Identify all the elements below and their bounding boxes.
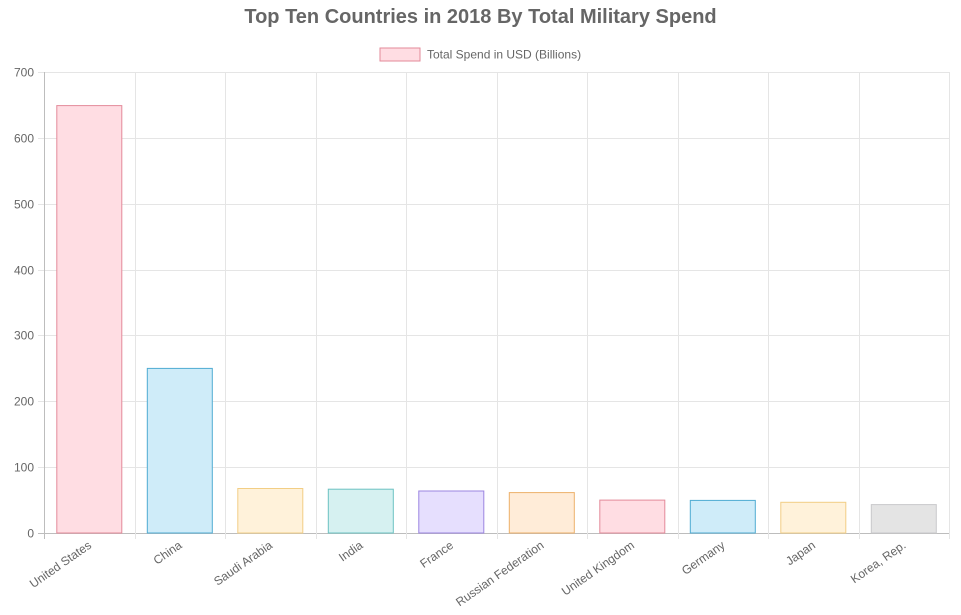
y-axis-ticks: 0 100 200 300 400 500 600 700 — [14, 66, 34, 541]
y-tick-label: 300 — [14, 329, 34, 343]
bar[interactable] — [689, 499, 756, 534]
x-tick-label: Russian Federation — [453, 538, 546, 609]
bar[interactable] — [780, 501, 847, 534]
bar[interactable] — [870, 504, 937, 534]
y-tick-label: 0 — [27, 527, 34, 541]
legend-swatch[interactable] — [379, 47, 421, 62]
bar[interactable] — [146, 367, 213, 534]
bars — [56, 105, 937, 534]
x-tick-label: Germany — [679, 538, 727, 578]
bar[interactable] — [418, 490, 485, 534]
y-tick-label: 200 — [14, 395, 34, 409]
x-tick-label: China — [151, 538, 185, 568]
legend[interactable]: Total Spend in USD (Billions) — [379, 47, 581, 62]
grid — [38, 72, 950, 539]
x-tick-label: India — [336, 538, 366, 565]
x-tick-label: Japan — [783, 538, 818, 568]
y-tick-label: 100 — [14, 461, 34, 475]
x-axis-ticks: United States China Saudi Arabia India Franc… — [27, 538, 909, 609]
y-tick-label: 500 — [14, 198, 34, 212]
y-tick-label: 700 — [14, 66, 34, 80]
legend-label[interactable]: Total Spend in USD (Billions) — [427, 48, 581, 62]
bar[interactable] — [508, 492, 575, 534]
x-tick-label: United States — [27, 538, 94, 591]
bar[interactable] — [237, 488, 304, 534]
x-tick-label: United Kingdom — [559, 538, 637, 598]
y-tick-label: 400 — [14, 264, 34, 278]
bar[interactable] — [56, 105, 123, 534]
bar[interactable] — [599, 499, 666, 534]
chart-title: Top Ten Countries in 2018 By Total Milit… — [244, 6, 716, 28]
bar[interactable] — [327, 488, 394, 534]
y-tick-label: 600 — [14, 132, 34, 146]
x-tick-label: Korea, Rep. — [848, 538, 908, 586]
x-tick-label: Saudi Arabia — [211, 538, 275, 589]
x-tick-label: France — [417, 538, 456, 571]
